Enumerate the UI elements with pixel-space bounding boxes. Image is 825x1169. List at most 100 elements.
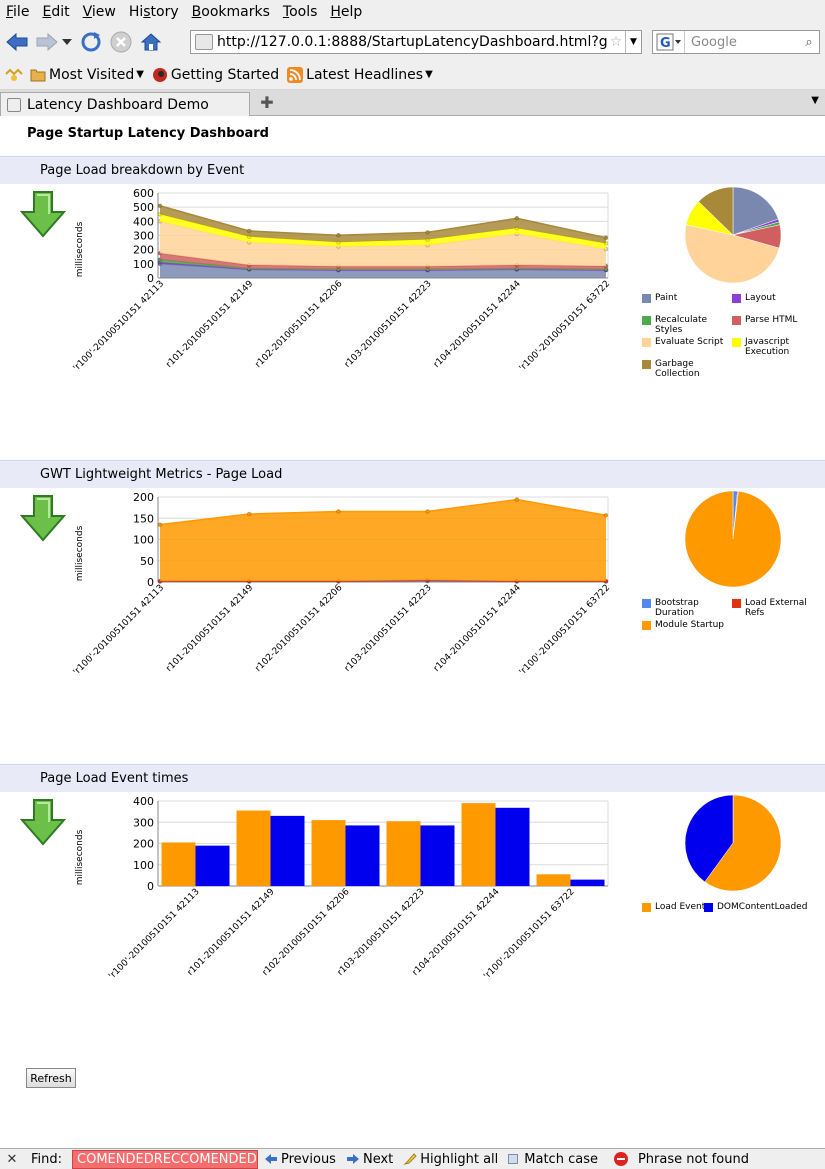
pie-slice (684, 224, 780, 284)
y-axis-label: milliseconds (75, 221, 85, 277)
search-bar[interactable]: G Google ⌕ (652, 30, 820, 54)
menu-bookmarks[interactable]: Bookmarks (191, 4, 270, 20)
legend-swatch (642, 360, 651, 369)
stop-button[interactable] (108, 29, 134, 55)
tab-list-button[interactable]: ▼ (811, 95, 819, 106)
find-next-button[interactable]: Next (346, 1152, 393, 1167)
y-tick-label: 600 (133, 187, 154, 200)
x-tick-label: 'r100'-20100510151 63722 (518, 583, 612, 677)
data-point (514, 497, 520, 502)
chevron-down-icon (62, 39, 72, 45)
refresh-button[interactable]: Refresh (26, 1068, 76, 1088)
menu-history[interactable]: History (128, 4, 179, 20)
home-button[interactable] (138, 29, 164, 55)
legend-label: Recalculate Styles (655, 315, 708, 335)
section-header-page-load-event-times: Page Load Event times (0, 764, 825, 792)
menu-edit[interactable]: Edit (42, 4, 70, 20)
match-case-checkbox[interactable] (508, 1154, 519, 1164)
find-previous-label: Previous (281, 1151, 336, 1167)
collapse-arrow-icon[interactable] (20, 190, 66, 238)
y-tick-label: 50 (140, 555, 154, 568)
pie-slice (684, 794, 734, 883)
x-tick-label: 'r100'-20100510151 42113 (72, 583, 166, 677)
bar (536, 874, 571, 886)
search-engine-selector[interactable]: G (653, 31, 685, 53)
x-tick-label: r102-20100510151 42206 (261, 887, 352, 978)
menu-view[interactable]: View (82, 4, 116, 20)
legend-label: Parse HTML (745, 315, 798, 325)
x-tick-label: r104-20100510151 42244 (411, 887, 502, 978)
section-header-page-load-breakdown: Page Load breakdown by Event (0, 156, 825, 184)
bar (161, 842, 196, 886)
find-status: Phrase not found (637, 1151, 749, 1167)
menu-bar: File Edit View History Bookmarks Tools H… (0, 0, 825, 24)
url-dropdown-icon[interactable]: ▼ (625, 31, 641, 53)
y-tick-label: 0 (147, 272, 154, 285)
tab-latency-dashboard[interactable]: Latency Dashboard Demo (0, 92, 250, 116)
history-dropdown-button[interactable] (60, 29, 74, 55)
close-findbar-icon[interactable]: ✕ (6, 1151, 18, 1167)
tab-bar: Latency Dashboard Demo ✚ ▼ (0, 90, 825, 116)
collapse-arrow-icon[interactable] (20, 798, 66, 846)
y-axis-label: milliseconds (75, 829, 85, 885)
forward-button[interactable] (34, 29, 60, 55)
legend-item: Load Event (642, 902, 705, 912)
bookmark-getting-started[interactable]: Getting Started (152, 67, 279, 83)
bookmarks-menu-icon[interactable] (4, 66, 26, 84)
highlight-all-button[interactable]: Highlight all (403, 1152, 498, 1167)
x-tick-label: r101-20100510151 42149 (164, 583, 255, 674)
y-tick-label: 300 (133, 230, 154, 243)
pie-slice (698, 186, 734, 236)
find-previous-button[interactable]: Previous (264, 1152, 336, 1167)
legend-swatch (642, 294, 651, 303)
chart-gwt-metrics: 0 50 100 150 200 milliseconds 'r100'-201005101… (72, 491, 612, 677)
match-case-toggle[interactable]: Match case (508, 1152, 598, 1167)
bookmark-star-icon[interactable]: ☆ (609, 34, 623, 50)
legend-item: Parse HTML (732, 315, 818, 325)
data-point (425, 230, 430, 235)
legend-item: Module Startup (642, 620, 728, 630)
section-title: Page Load Event times (40, 771, 189, 786)
legend-swatch (642, 621, 651, 630)
data-point (336, 232, 341, 238)
search-input[interactable]: Google (691, 34, 737, 50)
site-identity-icon[interactable] (195, 34, 213, 50)
url-text[interactable]: http://127.0.0.1:8888/StartupLatencyDash… (217, 34, 607, 50)
menu-help[interactable]: Help (330, 4, 363, 20)
data-point (603, 235, 609, 241)
legend-item: Garbage Collection (642, 359, 728, 379)
page-title: Page Startup Latency Dashboard (27, 126, 269, 141)
menu-file[interactable]: File (6, 4, 30, 20)
area-series (160, 214, 606, 250)
legend-label: Javascript Execution (745, 337, 790, 357)
y-tick-label: 100 (133, 258, 154, 271)
x-tick-label: r104-20100510151 42244 (432, 279, 523, 370)
legend-swatch (642, 338, 651, 347)
bookmark-most-visited[interactable]: Most Visited ▼ (30, 67, 144, 83)
reload-button[interactable] (78, 29, 104, 55)
google-icon: G (656, 33, 681, 51)
home-icon (140, 33, 162, 51)
menu-tools[interactable]: Tools (282, 4, 318, 20)
back-button[interactable] (4, 29, 30, 55)
data-point (157, 522, 163, 527)
match-case-label: Match case (524, 1151, 598, 1167)
legend-label: Layout (745, 293, 776, 303)
url-bar[interactable]: http://127.0.0.1:8888/StartupLatencyDash… (190, 30, 642, 54)
rss-feed-icon (287, 66, 304, 83)
data-point (336, 509, 341, 514)
x-tick-label: r101-20100510151 42149 (164, 279, 255, 370)
new-tab-button[interactable]: ✚ (260, 93, 274, 112)
legend-item: Paint (642, 293, 728, 303)
collapse-arrow-icon[interactable] (20, 494, 66, 542)
chevron-down-icon: ▼ (136, 69, 144, 80)
bookmark-latest-headlines[interactable]: Latest Headlines ▼ (287, 66, 433, 83)
search-icon[interactable]: ⌕ (805, 34, 813, 50)
legend-label: Garbage Collection (655, 359, 700, 379)
find-input[interactable]: COMENDEDRECCOMENDED (72, 1149, 259, 1169)
data-point (157, 203, 163, 209)
highlighter-icon (403, 1153, 417, 1165)
reload-icon (81, 32, 101, 52)
bar (461, 803, 496, 886)
bookmark-label: Most Visited (49, 66, 135, 83)
